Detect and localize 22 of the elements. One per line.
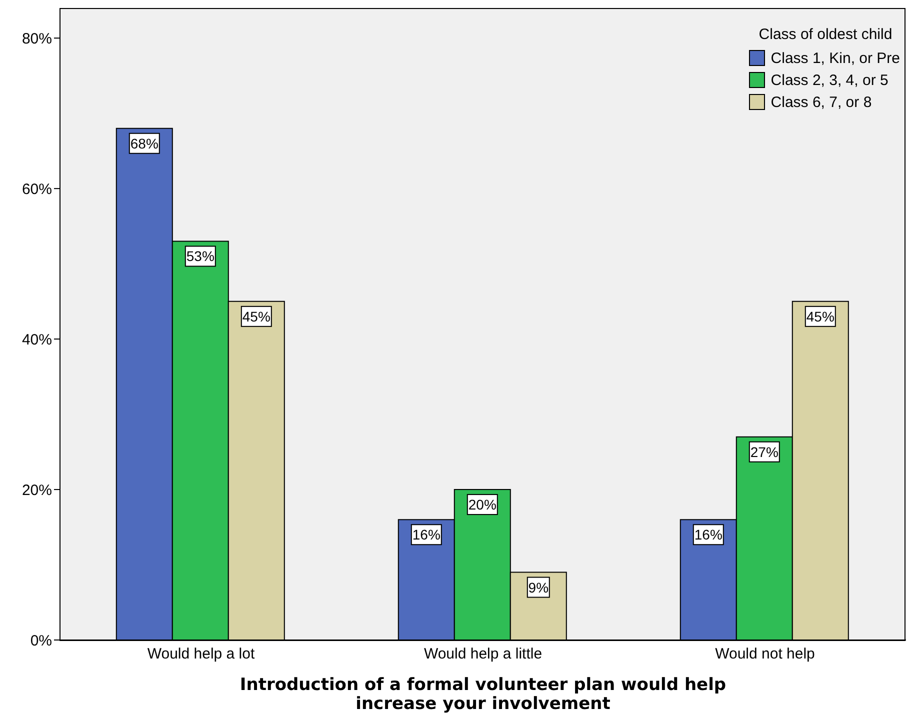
data-label: 9%	[528, 579, 549, 596]
data-label: 20%	[468, 496, 496, 513]
x-axis-title: Introduction of a formal volunteer plan would help increase your involvement	[238, 675, 728, 714]
x-tick-label: Would help a lot	[147, 646, 256, 663]
y-tick-label: 60%	[22, 180, 52, 198]
data-label: 53%	[186, 248, 214, 264]
legend-label: Class 1, Kin, or Pre	[770, 50, 900, 66]
data-label: 45%	[806, 308, 834, 324]
data-label: 68%	[130, 135, 158, 152]
data-label: 16%	[694, 526, 722, 543]
x-tick-label: Would not help	[715, 646, 815, 663]
y-tick-label: 40%	[22, 331, 52, 348]
data-label: 16%	[412, 526, 440, 543]
legend-label: Class 6, 7, or 8	[770, 94, 872, 110]
y-tick-label: 0%	[30, 632, 52, 650]
y-tick-label: 80%	[22, 30, 52, 48]
data-label: 27%	[750, 444, 778, 460]
x-tick-label: Would help a little	[424, 646, 542, 663]
legend-label: Class 2, 3, 4, or 5	[770, 72, 888, 88]
data-label: 45%	[242, 308, 270, 324]
y-tick-label: 20%	[22, 482, 52, 499]
legend-title: Class of oldest child	[758, 26, 894, 43]
